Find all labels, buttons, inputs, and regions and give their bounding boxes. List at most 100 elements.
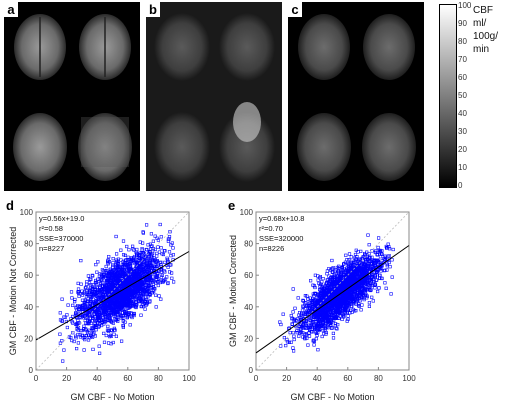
- data-point: [390, 258, 394, 262]
- data-point: [60, 297, 64, 301]
- data-point: [143, 280, 147, 284]
- data-point: [95, 286, 100, 290]
- data-point: [156, 272, 160, 276]
- brain-images-c: [297, 14, 416, 181]
- data-point: [363, 278, 367, 282]
- data-point: [370, 295, 374, 299]
- scatter-plot-d: d 0 20 40 60 80 100 0 20 40 60 80 100 y=0.56x+19.0 r²…: [0, 198, 256, 402]
- data-point: [92, 285, 96, 290]
- scatter-points: [278, 233, 395, 353]
- data-point: [318, 282, 323, 286]
- data-point: [320, 280, 324, 284]
- data-point: [88, 305, 92, 309]
- data-point: [128, 305, 132, 310]
- data-point: [375, 259, 379, 263]
- data-point: [314, 330, 318, 334]
- data-point: [326, 326, 330, 330]
- data-point: [310, 307, 314, 311]
- data-point: [335, 327, 339, 331]
- x-tick-label: 80: [154, 374, 163, 383]
- x-tick-label: 60: [123, 374, 132, 383]
- data-point: [304, 304, 308, 308]
- data-point: [134, 300, 138, 304]
- data-point: [171, 246, 175, 250]
- data-point: [114, 334, 118, 338]
- fit-stat: SSE=320000: [259, 234, 303, 243]
- data-point: [146, 252, 150, 256]
- data-point: [332, 285, 336, 289]
- data-point: [121, 314, 125, 318]
- data-point: [345, 257, 349, 262]
- data-point: [114, 305, 118, 309]
- data-point: [355, 290, 360, 294]
- data-point: [387, 254, 392, 258]
- data-point: [83, 336, 87, 340]
- data-point: [349, 259, 353, 263]
- data-point: [358, 257, 362, 261]
- data-point: [106, 306, 110, 310]
- data-point: [337, 280, 341, 284]
- data-point: [366, 281, 370, 285]
- data-point: [391, 247, 395, 252]
- data-point: [78, 333, 82, 337]
- data-point: [85, 293, 90, 297]
- data-point: [82, 326, 86, 331]
- panel-label-b: b: [146, 2, 160, 17]
- data-point: [75, 305, 79, 309]
- data-point: [95, 282, 99, 286]
- data-point: [129, 314, 133, 318]
- y-tick-label: 0: [29, 366, 34, 375]
- data-point: [336, 316, 340, 320]
- data-point: [109, 334, 113, 338]
- data-point: [311, 298, 315, 302]
- data-point: [117, 282, 121, 286]
- data-point: [281, 312, 285, 316]
- data-point: [97, 279, 101, 284]
- data-point: [128, 271, 133, 275]
- data-point: [340, 297, 345, 301]
- data-point: [330, 289, 334, 294]
- data-point: [366, 262, 370, 266]
- data-point: [119, 269, 123, 274]
- data-point: [128, 279, 132, 283]
- data-point: [121, 316, 125, 320]
- fit-line: [35, 251, 190, 341]
- data-point: [142, 267, 146, 272]
- data-point: [354, 309, 358, 313]
- colorbar: 100 90 80 70 60 50 40 30 20 10 0 CBF ml/…: [439, 2, 512, 192]
- data-point: [377, 236, 381, 240]
- data-point: [124, 258, 128, 262]
- data-point: [140, 247, 144, 251]
- data-point: [121, 239, 126, 243]
- data-point: [385, 262, 389, 266]
- data-point: [353, 252, 358, 257]
- data-point: [140, 294, 144, 298]
- data-point: [129, 259, 133, 263]
- data-point: [62, 315, 66, 319]
- data-point: [146, 278, 150, 282]
- data-point: [386, 258, 390, 262]
- data-point: [154, 293, 158, 297]
- data-point: [134, 284, 138, 288]
- data-point: [110, 329, 114, 333]
- data-point: [97, 288, 101, 292]
- data-point: [334, 326, 338, 330]
- data-point: [287, 340, 291, 345]
- data-point: [290, 322, 294, 326]
- data-point: [88, 289, 92, 293]
- data-point: [168, 270, 172, 274]
- data-point: [115, 259, 119, 264]
- data-point: [109, 307, 114, 311]
- data-point: [156, 245, 160, 249]
- data-point: [339, 270, 343, 274]
- data-point: [109, 281, 113, 285]
- x-tick-label: 0: [34, 374, 39, 383]
- data-point: [157, 250, 162, 254]
- data-point: [321, 321, 325, 325]
- data-point: [114, 279, 118, 283]
- data-point: [101, 274, 105, 279]
- y-tick-label: 80: [24, 240, 33, 249]
- data-point: [346, 314, 350, 318]
- data-point: [76, 281, 80, 285]
- data-point: [61, 359, 65, 363]
